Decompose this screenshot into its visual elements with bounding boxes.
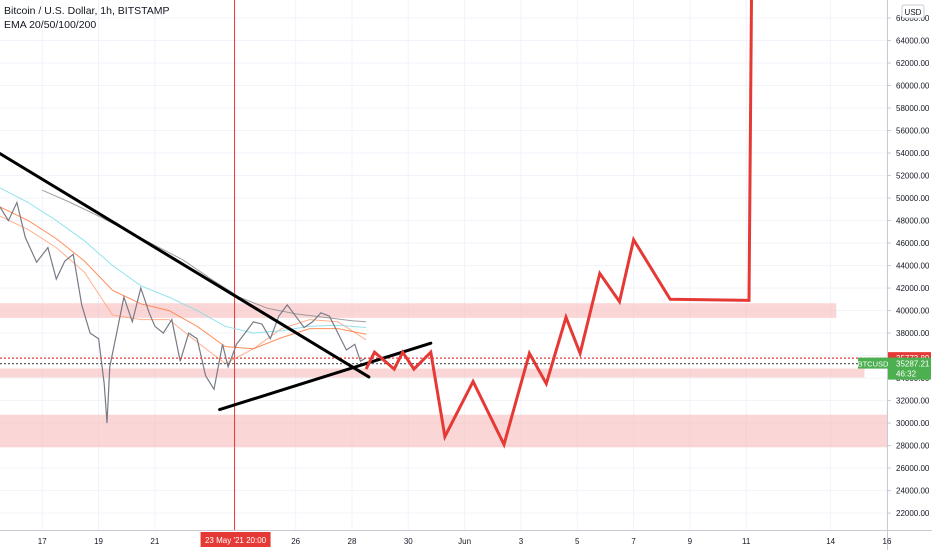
x-tick-label: 14 bbox=[826, 537, 835, 546]
y-tick-label: 28000.00 bbox=[896, 442, 930, 451]
y-tick-label: 62000.00 bbox=[896, 59, 930, 68]
x-tick-label: 21 bbox=[150, 537, 159, 546]
x-tick-label: 5 bbox=[575, 537, 580, 546]
y-tick-label: 38000.00 bbox=[896, 329, 930, 338]
y-tick-label: 64000.00 bbox=[896, 37, 930, 46]
y-tick-label: 24000.00 bbox=[896, 487, 930, 496]
price-line[interactable] bbox=[0, 200, 367, 424]
y-tick-label: 32000.00 bbox=[896, 397, 930, 406]
crosshair-date-label: 23 May '21 20:00 bbox=[205, 536, 267, 545]
y-tick-label: 58000.00 bbox=[896, 104, 930, 113]
currency-box[interactable] bbox=[901, 4, 925, 19]
symbol-price-value: 35287.21 bbox=[896, 360, 930, 369]
y-tick-label: 30000.00 bbox=[896, 419, 930, 428]
symbol-label: BTCUSD bbox=[858, 360, 889, 369]
price-axis-background bbox=[887, 0, 932, 550]
y-tick-label: 42000.00 bbox=[896, 284, 930, 293]
trendline[interactable] bbox=[0, 152, 371, 379]
symbol-title[interactable]: Bitcoin / U.S. Dollar, 1h, BITSTAMP bbox=[4, 5, 170, 17]
x-tick-label: 3 bbox=[519, 537, 524, 546]
support-resistance-zone[interactable] bbox=[0, 368, 865, 378]
y-tick-label: 44000.00 bbox=[896, 262, 930, 271]
x-tick-label: 16 bbox=[883, 537, 892, 546]
support-resistance-zone[interactable] bbox=[0, 303, 837, 318]
x-tick-label: 9 bbox=[688, 537, 693, 546]
x-tick-label: 30 bbox=[404, 537, 413, 546]
chart-legend: Bitcoin / U.S. Dollar, 1h, BITSTAMP EMA … bbox=[4, 4, 170, 32]
symbol-badge bbox=[858, 357, 888, 369]
y-tick-label: 46000.00 bbox=[896, 239, 930, 248]
y-tick-label: 26000.00 bbox=[896, 464, 930, 473]
trendline[interactable] bbox=[218, 341, 433, 412]
y-tick-label: 50000.00 bbox=[896, 194, 930, 203]
x-tick-label: 28 bbox=[348, 537, 357, 546]
y-tick-label: 48000.00 bbox=[896, 217, 930, 226]
ema50-line[interactable] bbox=[0, 206, 367, 350]
projection-path[interactable] bbox=[364, 0, 753, 449]
x-tick-label: Jun bbox=[458, 537, 471, 546]
x-tick-label: 7 bbox=[631, 537, 636, 546]
countdown-value: 46:32 bbox=[896, 370, 917, 379]
y-tick-label: 60000.00 bbox=[896, 82, 930, 91]
symbol-price-badge bbox=[888, 357, 931, 380]
plot-area[interactable] bbox=[0, 0, 887, 530]
y-tick-label: 52000.00 bbox=[896, 172, 930, 181]
y-tick-label: 56000.00 bbox=[896, 127, 930, 136]
x-tick-label: 19 bbox=[94, 537, 103, 546]
crosshair-date-badge bbox=[200, 532, 271, 547]
y-tick-label: 22000.00 bbox=[896, 509, 930, 518]
ema20-line[interactable] bbox=[0, 215, 367, 365]
y-tick-label: 54000.00 bbox=[896, 149, 930, 158]
y-tick-label: 40000.00 bbox=[896, 307, 930, 316]
y-tick-label: 66000.00 bbox=[896, 14, 930, 23]
currency-label: USD bbox=[905, 8, 922, 17]
x-tick-label: 17 bbox=[38, 537, 47, 546]
indicator-label[interactable]: EMA 20/50/100/200 bbox=[4, 19, 97, 31]
x-tick-label: 26 bbox=[291, 537, 300, 546]
ema200-line[interactable] bbox=[42, 189, 367, 323]
x-tick-label: 11 bbox=[742, 537, 751, 546]
